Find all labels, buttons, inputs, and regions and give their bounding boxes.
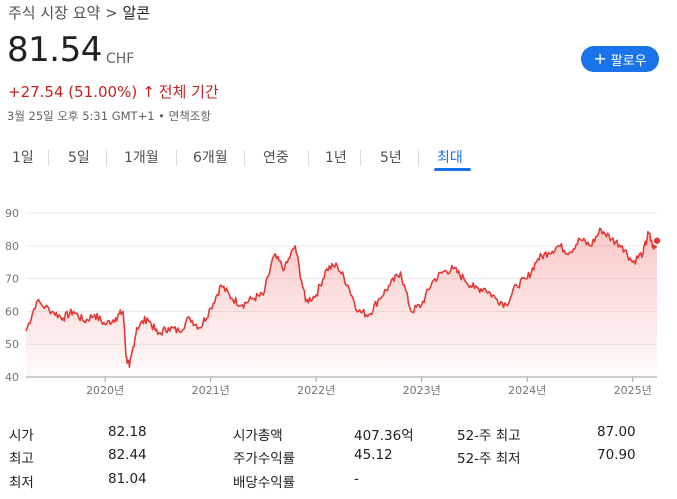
change-period: 전체 기간	[158, 83, 219, 101]
tab-5y[interactable]: 5년	[380, 150, 402, 166]
x-tick-label: 2025년	[614, 384, 652, 397]
stat-value-dividend-yield: -	[354, 471, 359, 487]
breadcrumb: 주식 시장 요약 > 알콘	[8, 2, 150, 23]
tab-divider	[244, 150, 245, 166]
stat-label-open: 시가	[9, 428, 34, 444]
stat-label-52w-low: 52-주 최저	[457, 451, 521, 467]
stat-label-52w-high: 52-주 최고	[457, 428, 521, 444]
tab-divider	[360, 150, 361, 166]
price-line	[25, 227, 658, 368]
tab-max[interactable]: 최대	[437, 150, 463, 166]
tab-1m[interactable]: 1개월	[124, 150, 159, 166]
y-tick-label: 80	[5, 240, 19, 253]
stat-value-pe-ratio: 45.12	[354, 447, 393, 463]
follow-button[interactable]: + 팔로우	[581, 46, 659, 72]
tab-5d[interactable]: 5일	[68, 150, 90, 166]
arrow-up-icon: ↑	[142, 83, 155, 101]
tab-divider	[418, 150, 419, 166]
current-price: 81.54	[7, 30, 102, 70]
stat-value-market-cap: 407.36억	[354, 428, 414, 444]
tab-divider	[48, 150, 49, 166]
x-tick-label: 2021년	[192, 384, 230, 397]
active-tab-indicator	[434, 168, 471, 171]
breadcrumb-parent-link[interactable]: 주식 시장 요약	[8, 4, 101, 22]
range-tabs: 1일 5일 1개월 6개월 연중 1년 5년 최대	[0, 144, 677, 174]
y-tick-label: 50	[5, 338, 19, 351]
y-tick-label: 60	[5, 305, 19, 318]
y-tick-label: 40	[5, 371, 19, 384]
follow-button-label: 팔로우	[610, 53, 647, 69]
tab-divider	[106, 150, 107, 166]
x-tick-label: 2024년	[508, 384, 546, 397]
tab-1y[interactable]: 1년	[325, 150, 347, 166]
stat-label-low: 최저	[9, 475, 34, 491]
x-tick-label: 2020년	[86, 384, 124, 397]
stat-label-dividend-yield: 배당수익률	[233, 475, 296, 491]
x-tick-label: 2023년	[403, 384, 441, 397]
change-value: +27.54 (51.00%)	[8, 83, 138, 101]
stat-value-52w-high: 87.00	[597, 424, 636, 440]
stat-value-52w-low: 70.90	[597, 447, 636, 463]
breadcrumb-current: 알콘	[122, 4, 151, 22]
stat-label-pe-ratio: 주가수익률	[233, 451, 296, 467]
price-chart[interactable]: 90 80 70 60 50 40 2020년 2021년 2022년 2023년 2024년 20…	[0, 200, 677, 405]
current-price-point	[652, 235, 662, 246]
y-tick-label: 90	[5, 207, 19, 220]
x-tick-label: 2022년	[297, 384, 335, 397]
price-change: +27.54 (51.00%) ↑ 전체 기간	[8, 81, 219, 102]
breadcrumb-separator: >	[100, 4, 123, 22]
tab-6m[interactable]: 6개월	[193, 150, 228, 166]
currency-label: CHF	[106, 51, 135, 67]
stat-label-high: 최고	[9, 451, 34, 467]
tab-divider	[308, 150, 309, 166]
stat-label-market-cap: 시가총액	[233, 428, 283, 444]
tab-ytd[interactable]: 연중	[263, 150, 289, 166]
plus-icon: +	[593, 49, 607, 68]
tab-1d[interactable]: 1일	[12, 150, 34, 166]
stat-value-open: 82.18	[108, 424, 147, 440]
price-area	[26, 228, 657, 377]
tab-divider	[176, 150, 177, 166]
y-tick-label: 70	[5, 273, 19, 286]
quote-timestamp: 3월 25일 오후 5:31 GMT+1 • 면책조항	[7, 109, 211, 123]
stat-value-high: 82.44	[108, 447, 147, 463]
stat-value-low: 81.04	[108, 471, 147, 487]
